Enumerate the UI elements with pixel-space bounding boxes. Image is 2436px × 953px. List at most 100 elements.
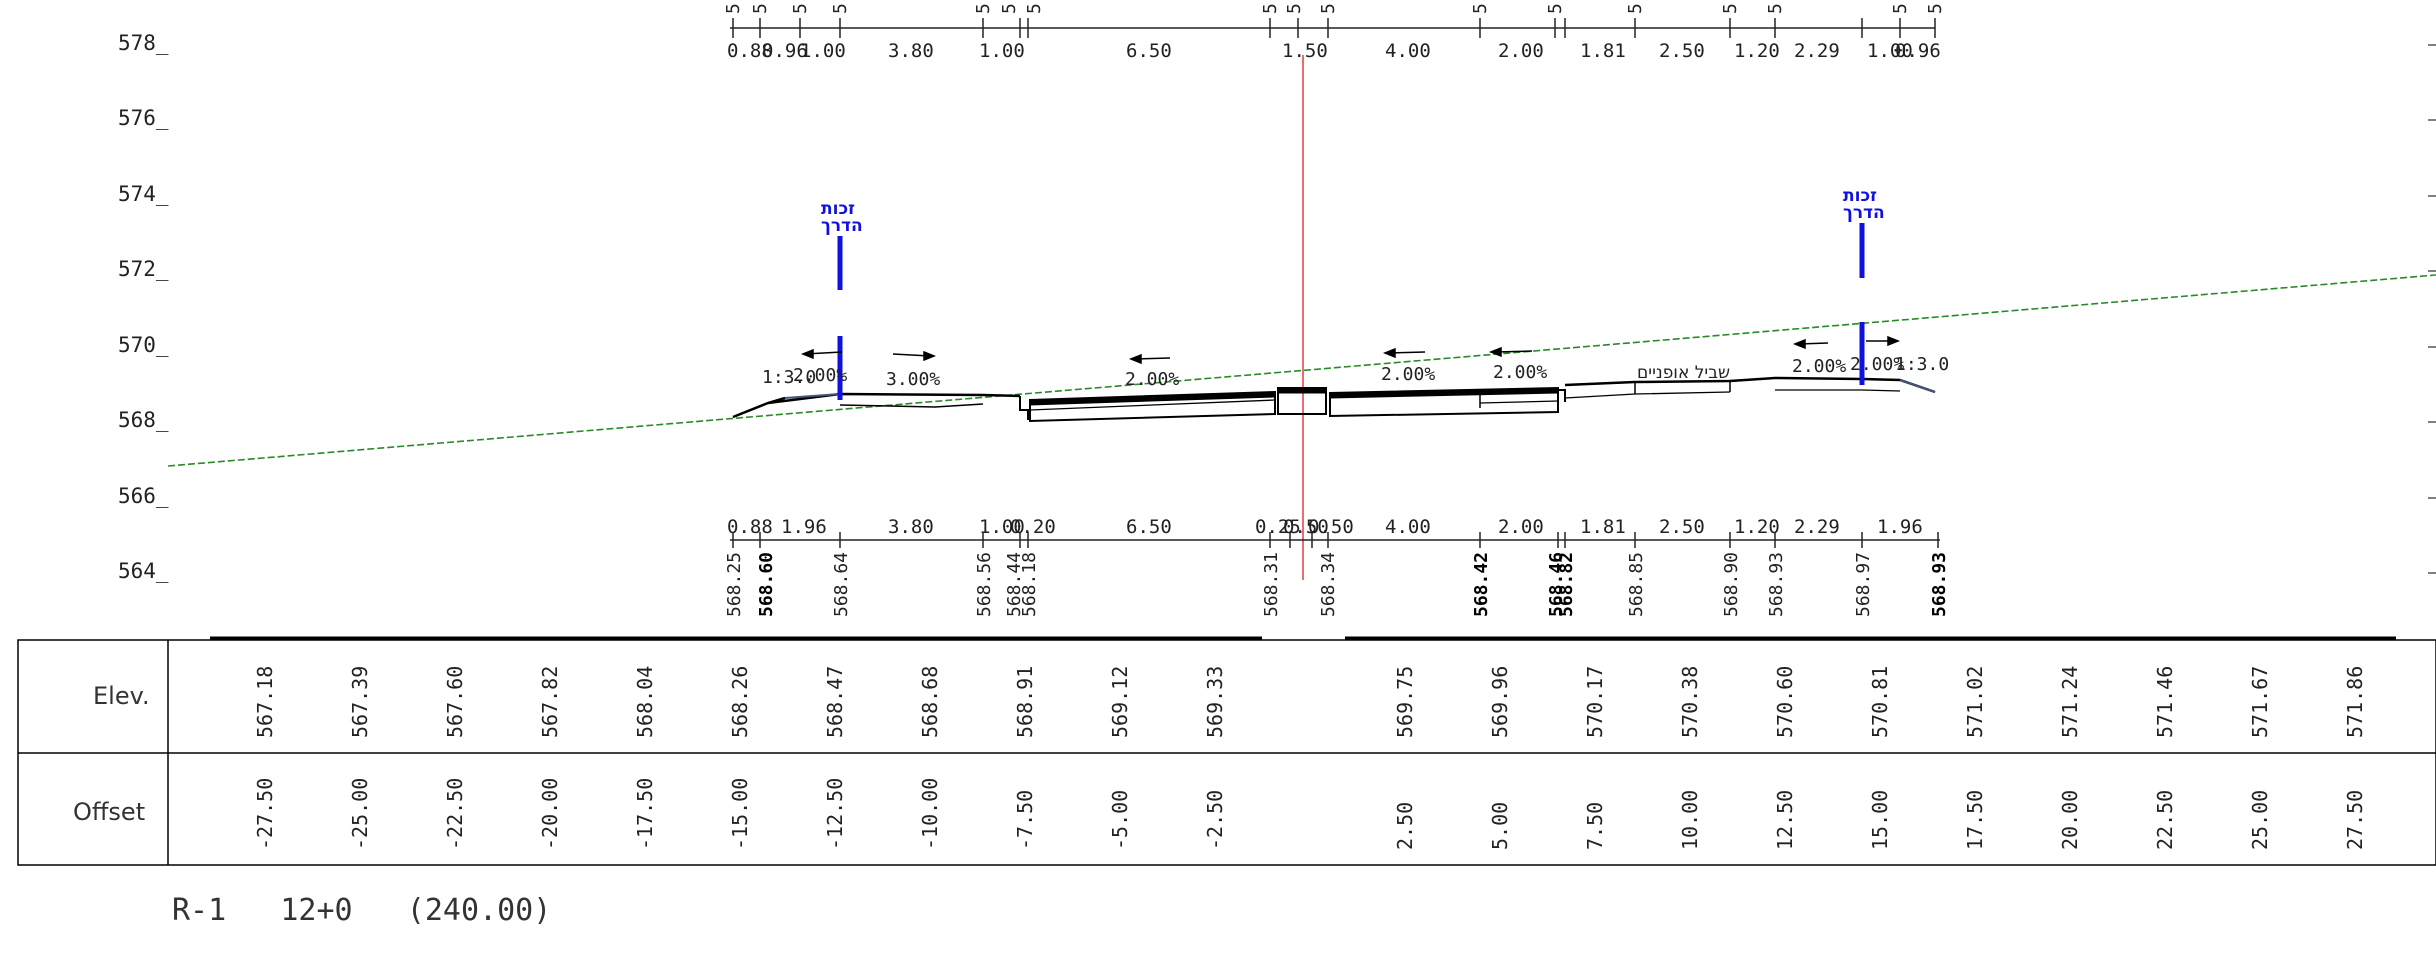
elev-row-values: 567.18 567.39 567.60 567.82 568.04 568.2… [253,666,2367,738]
top-five-marker: 5 [723,3,744,14]
elev-value: 567.82 [538,666,562,738]
slope-label: 2.00% [793,365,847,386]
bottom-dim-value: 2.50 [1659,516,1705,538]
point-elevation: 568.18 [1019,552,1040,617]
point-elevation: 568.56 [974,552,995,617]
data-table: Elev. Offset 567.18 567.39 567.60 567.82… [17,636,2436,866]
right-carriageway [1329,386,1559,418]
top-five-marker: 5 [1545,3,1566,14]
top-dim-value: 6.50 [1126,40,1172,62]
elev-value: 571.86 [2343,666,2367,738]
bottom-dim-value: 1.00 [979,516,1025,538]
top-five-marker: 5 [1284,3,1305,14]
elev-row-label: Elev. [93,682,150,710]
point-elevation: 568.85 [1626,552,1647,617]
offset-value: -5.00 [1108,790,1132,850]
top-dimension-line: 5 5 5 5 5 5 5 5 5 5 5 5 5 5 5 5 5 0.88 0… [723,3,1946,62]
elevation-label-564: 564_ [118,559,169,583]
elevation-label-572: 572_ [118,257,169,281]
point-elevation: 568.93 [1929,552,1950,617]
left-sidewalk-bottom [839,403,984,408]
offset-value: 20.00 [2058,790,2082,850]
offset-value: 25.00 [2248,790,2272,850]
slope-arrows [800,335,1901,365]
bottom-dim-value: 6.50 [1126,516,1172,538]
point-elevations: 568.25 568.60 568.64 568.56 568.44 568.1… [724,552,1950,617]
offset-value: 2.50 [1393,802,1417,850]
top-five-marker: 5 [1024,3,1045,14]
point-elevation: 568.93 [1766,552,1787,617]
offset-value: 15.00 [1868,790,1892,850]
top-five-marker: 5 [973,3,994,14]
elev-value: 569.75 [1393,666,1417,738]
point-elevation: 568.90 [1721,552,1742,617]
elevation-label-568: 568_ [118,408,169,432]
bike-path-label: שביל אופניים [1637,363,1730,383]
point-elevation: 568.60 [756,552,777,617]
right-of-way-markers: זכות הדרך זכות הדרך [821,186,1885,400]
top-dim-value: 1.00 [1867,40,1913,62]
bottom-dim-value: 1.20 [1734,516,1780,538]
top-dim-value: 4.00 [1385,40,1431,62]
bike-path-surface [1564,376,1776,387]
offset-value: -7.50 [1013,790,1037,850]
top-dim-value: 2.00 [1498,40,1544,62]
section-title: R-1 12+0 (240.00) [172,893,551,928]
bottom-dim-value: 3.80 [888,516,934,538]
offset-value: 27.50 [2343,790,2367,850]
slope-label: 2.00% [1792,356,1846,377]
elev-value: 569.33 [1203,666,1227,738]
elev-value: 567.60 [443,666,467,738]
top-dim-value: 0.96 [762,40,808,62]
top-dim-value: 0.96 [1895,40,1941,62]
top-dim-value: 2.50 [1659,40,1705,62]
top-dim-value: 3.80 [888,40,934,62]
point-elevation: 568.64 [831,552,852,617]
top-dim-value: 1.20 [1734,40,1780,62]
offset-value: -15.00 [728,778,752,850]
elevation-label-578: 578_ [118,31,169,55]
elev-value: 571.24 [2058,666,2082,738]
top-five-marker: 5 [1470,3,1491,14]
elevation-label-570: 570_ [118,333,169,357]
elev-value: 567.18 [253,666,277,738]
point-elevation: 568.34 [1318,552,1339,617]
top-dim-value: 0.88 [727,40,773,62]
elevation-label-566: 566_ [118,484,169,508]
top-five-marker: 5 [1260,3,1281,14]
left-row-label-line1: זכות [821,199,855,219]
existing-ground-line [167,274,2436,467]
top-five-marker: 5 [1765,3,1786,14]
point-elevation: 568.31 [1261,552,1282,617]
offset-value: 7.50 [1583,802,1607,850]
elev-value: 569.96 [1488,666,1512,738]
top-five-marker: 5 [790,3,811,14]
top-five-marker: 5 [1625,3,1646,14]
elev-value: 570.38 [1678,666,1702,738]
top-five-marker: 5 [1890,3,1911,14]
offset-row-values: -27.50 -25.00 -22.50 -20.00 -17.50 -15.0… [253,778,2367,850]
elev-value: 568.26 [728,666,752,738]
road-structure [732,376,1936,423]
left-sidewalk [767,392,1021,405]
slope-label: 3.00% [886,369,940,390]
slope-label: 2.00% [1381,364,1435,385]
bottom-dim-value: 0.50 [1308,516,1354,538]
elev-value: 571.02 [1963,666,1987,738]
offset-value: -27.50 [253,778,277,850]
top-dim-value: 1.50 [1282,40,1328,62]
right-row-label-line2: הדרך [1843,203,1885,223]
top-five-marker: 5 [750,3,771,14]
elev-value: 568.47 [823,666,847,738]
elev-value: 571.46 [2153,666,2177,738]
offset-value: 12.50 [1773,790,1797,850]
slope-label: 2.00% [1850,354,1904,375]
left-carriageway [1029,390,1276,423]
bottom-dim-value: 0.50 [1283,516,1329,538]
elev-value: 570.81 [1868,666,1892,738]
slope-label: 1:3.0 [1895,354,1949,375]
top-five-marker: 5 [1925,3,1946,14]
bottom-dim-value: 4.00 [1385,516,1431,538]
top-five-marker: 5 [830,3,851,14]
